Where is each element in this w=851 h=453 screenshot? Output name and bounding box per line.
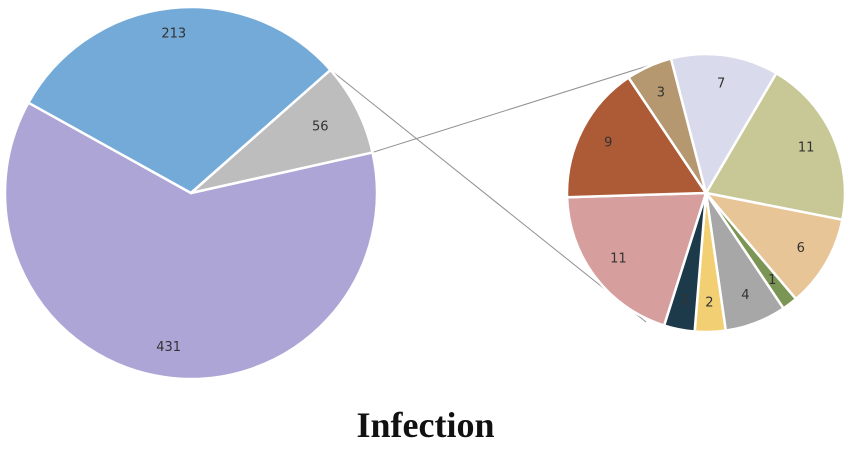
sub-pie-slice-label-3: 4 [741,288,749,303]
connector-line-bottom [330,69,647,323]
main-pie-slice-label-1: 213 [161,26,186,41]
sub-pie-slice-label-5: 2 [681,293,689,308]
sub-pie-slice-1 [704,191,844,301]
sub-pie: 11 6 1 4 2 2 11 9 3 7 [565,52,847,334]
sub-pie-slice-9 [669,52,778,195]
sub-pie-slice-label-6: 11 [610,252,627,267]
sub-pie-slice-label-4: 2 [705,295,713,310]
sub-pie-slice-0 [704,71,847,222]
main-pie-slice-2 [189,68,374,195]
sub-pie-slice-label-9: 7 [717,77,725,92]
sub-pie-slice-label-0: 11 [798,140,815,155]
sub-pie-slice-7 [565,76,708,199]
sub-pie-slice-label-8: 3 [657,85,665,100]
main-pie-slice-label-2: 56 [312,120,329,135]
main-pie: 431 213 56 [3,5,379,381]
sub-pie-slice-label-1: 6 [797,241,805,256]
main-pie-slice-label-0: 431 [156,340,181,355]
main-pie-slice-0 [3,101,379,381]
chart-title: Infection [356,405,495,445]
sub-pie-slice-6 [565,191,708,327]
connector-line-top [372,56,677,153]
sub-pie-slice-label-2: 1 [768,273,776,288]
sub-pie-slice-label-7: 9 [604,135,612,150]
pie-of-pie-chart: 431 213 56 11 6 1 4 2 2 11 9 3 7 [3,5,847,381]
main-pie-slice-1 [27,5,332,195]
